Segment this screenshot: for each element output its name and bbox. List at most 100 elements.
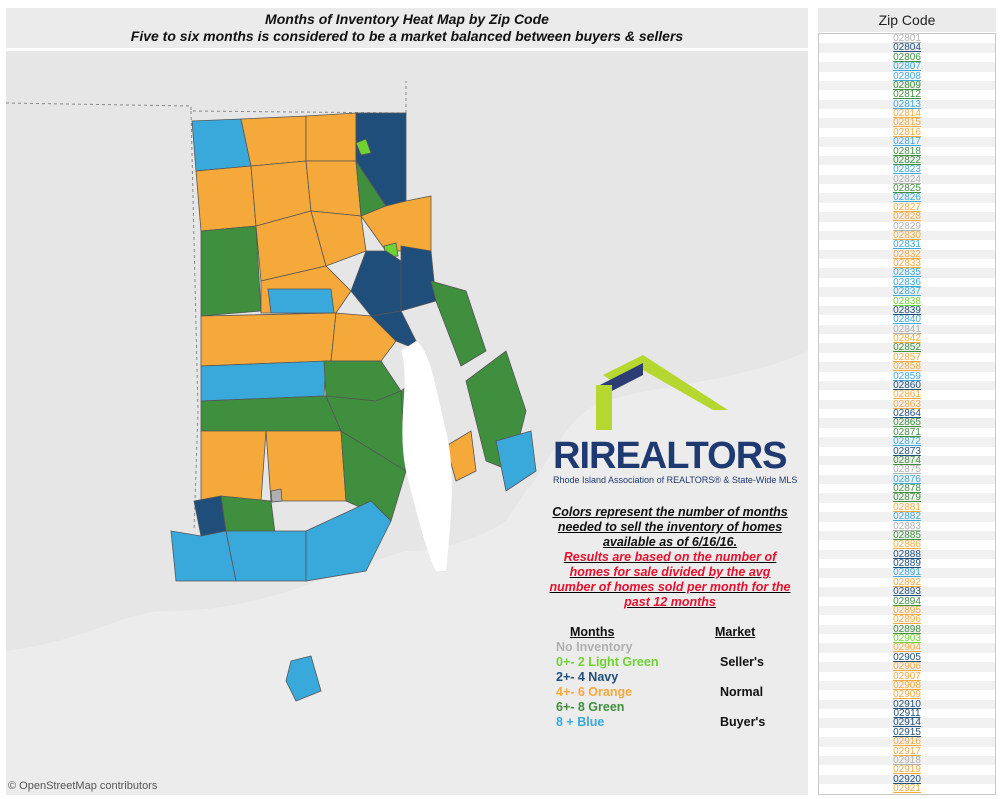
zip-list-item[interactable]: 02893 bbox=[819, 587, 995, 597]
zip-list-item[interactable]: 02839 bbox=[819, 305, 995, 315]
zip-list-item[interactable]: 02879 bbox=[819, 493, 995, 503]
zip-list-item[interactable]: 02826 bbox=[819, 193, 995, 203]
heat-map[interactable]: © OpenStreetMap contributors bbox=[6, 51, 808, 795]
region-02827[interactable] bbox=[200, 312, 337, 367]
zip-list-item[interactable]: 02832 bbox=[819, 249, 995, 259]
zip-list-item[interactable]: 02905 bbox=[819, 652, 995, 662]
zip-list-item[interactable]: 02898 bbox=[819, 624, 995, 634]
zip-list-item[interactable]: 02895 bbox=[819, 605, 995, 615]
zip-list-item[interactable]: 02873 bbox=[819, 446, 995, 456]
zip-list-item[interactable]: 02817 bbox=[819, 137, 995, 147]
zip-list-item[interactable]: 02841 bbox=[819, 324, 995, 334]
zip-list-item[interactable]: 02889 bbox=[819, 559, 995, 569]
zip-list-item[interactable]: 02804 bbox=[819, 43, 995, 53]
zip-list-item[interactable]: 02916 bbox=[819, 737, 995, 747]
zip-list-item[interactable]: 02816 bbox=[819, 127, 995, 137]
zip-list-item[interactable]: 02806 bbox=[819, 52, 995, 62]
zip-list-item[interactable]: 02919 bbox=[819, 765, 995, 775]
zip-list-item[interactable]: 02858 bbox=[819, 362, 995, 372]
zip-list-item[interactable]: 02837 bbox=[819, 287, 995, 297]
zip-list-item[interactable]: 02842 bbox=[819, 334, 995, 344]
zip-list-item[interactable]: 02908 bbox=[819, 680, 995, 690]
zip-list-item[interactable]: 02875 bbox=[819, 465, 995, 475]
zip-list-item[interactable]: 02872 bbox=[819, 437, 995, 447]
zip-list-item[interactable]: 02827 bbox=[819, 202, 995, 212]
zip-list-item[interactable]: 02882 bbox=[819, 512, 995, 522]
region-02816[interactable] bbox=[200, 225, 262, 317]
zip-list-item[interactable]: 02910 bbox=[819, 699, 995, 709]
zip-list-item[interactable]: 02829 bbox=[819, 221, 995, 231]
zip-list-item[interactable]: 02852 bbox=[819, 343, 995, 353]
zip-list-item[interactable]: 02920 bbox=[819, 774, 995, 784]
zip-list-item[interactable]: 02825 bbox=[819, 184, 995, 194]
zip-list-item[interactable]: 02857 bbox=[819, 352, 995, 362]
region-02914[interactable] bbox=[400, 245, 437, 312]
zip-list-item[interactable]: 02903 bbox=[819, 634, 995, 644]
zip-list-item[interactable]: 02838 bbox=[819, 296, 995, 306]
zip-list-item[interactable]: 02911 bbox=[819, 709, 995, 719]
zip-list-item[interactable]: 02865 bbox=[819, 418, 995, 428]
zip-list-item[interactable]: 02840 bbox=[819, 315, 995, 325]
zip-list-item[interactable]: 02914 bbox=[819, 718, 995, 728]
zip-list-item[interactable]: 02878 bbox=[819, 484, 995, 494]
zip-list-item[interactable]: 02813 bbox=[819, 99, 995, 109]
zip-list-item[interactable]: 02860 bbox=[819, 380, 995, 390]
zip-list-item[interactable]: 02833 bbox=[819, 259, 995, 269]
region-02813[interactable] bbox=[170, 530, 237, 582]
zip-list-item[interactable]: 02871 bbox=[819, 427, 995, 437]
region-02840[interactable] bbox=[445, 430, 477, 482]
zip-list-item[interactable]: 02815 bbox=[819, 118, 995, 128]
zip-list-item[interactable]: 02915 bbox=[819, 727, 995, 737]
region-02828[interactable] bbox=[305, 112, 357, 162]
zip-list-item[interactable]: 02814 bbox=[819, 109, 995, 119]
zip-list-item[interactable]: 02921 bbox=[819, 784, 995, 794]
zip-list-item[interactable]: 02894 bbox=[819, 596, 995, 606]
zip-list-item[interactable]: 02836 bbox=[819, 277, 995, 287]
zip-list-item[interactable]: 02896 bbox=[819, 615, 995, 625]
zip-list-item[interactable]: 02809 bbox=[819, 80, 995, 90]
region-02830[interactable] bbox=[191, 118, 252, 172]
zip-list-item[interactable]: 02885 bbox=[819, 530, 995, 540]
zip-list-item[interactable]: 02883 bbox=[819, 521, 995, 531]
region-02882[interactable] bbox=[305, 500, 392, 582]
region-02822[interactable] bbox=[200, 395, 342, 432]
zip-list-item[interactable]: 02876 bbox=[819, 474, 995, 484]
zip-list-item[interactable]: 02830 bbox=[819, 230, 995, 240]
zip-list-item[interactable]: 02863 bbox=[819, 399, 995, 409]
zip-list-item[interactable]: 02874 bbox=[819, 455, 995, 465]
zip-list-item[interactable]: 02822 bbox=[819, 155, 995, 165]
region-02837[interactable] bbox=[495, 430, 537, 492]
zip-list-item[interactable]: 02861 bbox=[819, 390, 995, 400]
region-02829[interactable] bbox=[270, 488, 283, 503]
region-02814[interactable] bbox=[240, 115, 307, 167]
zip-list-item[interactable]: 02886 bbox=[819, 540, 995, 550]
zip-list-item[interactable]: 02881 bbox=[819, 502, 995, 512]
zip-code-filter[interactable]: Zip Code 02801 02804 02806 02807 02808 02809 0… bbox=[818, 8, 996, 795]
zip-list-item[interactable]: 02891 bbox=[819, 568, 995, 578]
region-02917[interactable] bbox=[305, 160, 362, 217]
zip-list-item[interactable]: 02907 bbox=[819, 671, 995, 681]
zip-list-item[interactable]: 02807 bbox=[819, 62, 995, 72]
zip-list-item[interactable]: 02864 bbox=[819, 409, 995, 419]
zip-list-item[interactable]: 02818 bbox=[819, 146, 995, 156]
region-02817[interactable] bbox=[200, 360, 327, 402]
zip-list-item[interactable]: 02859 bbox=[819, 371, 995, 381]
zip-list-item[interactable]: 02909 bbox=[819, 690, 995, 700]
zip-list-item[interactable]: 02824 bbox=[819, 174, 995, 184]
region-02823[interactable] bbox=[267, 288, 335, 314]
region-02806[interactable] bbox=[430, 280, 487, 367]
region-02825[interactable] bbox=[195, 165, 257, 232]
zip-list-item[interactable]: 02808 bbox=[819, 71, 995, 81]
region-02807[interactable] bbox=[285, 655, 322, 702]
zip-list-item[interactable]: 02906 bbox=[819, 662, 995, 672]
region-02838[interactable] bbox=[355, 138, 372, 156]
zip-list-item[interactable]: 02812 bbox=[819, 90, 995, 100]
zip-list-item[interactable]: 02892 bbox=[819, 577, 995, 587]
region-02832[interactable] bbox=[200, 430, 267, 507]
zip-list-item[interactable]: 02888 bbox=[819, 549, 995, 559]
zip-list-item[interactable]: 02801 bbox=[819, 34, 995, 44]
zip-list-item[interactable]: 02831 bbox=[819, 240, 995, 250]
zip-list-item[interactable]: 02835 bbox=[819, 268, 995, 278]
zip-list-item[interactable]: 02823 bbox=[819, 165, 995, 175]
zip-list-item[interactable]: 02917 bbox=[819, 746, 995, 756]
